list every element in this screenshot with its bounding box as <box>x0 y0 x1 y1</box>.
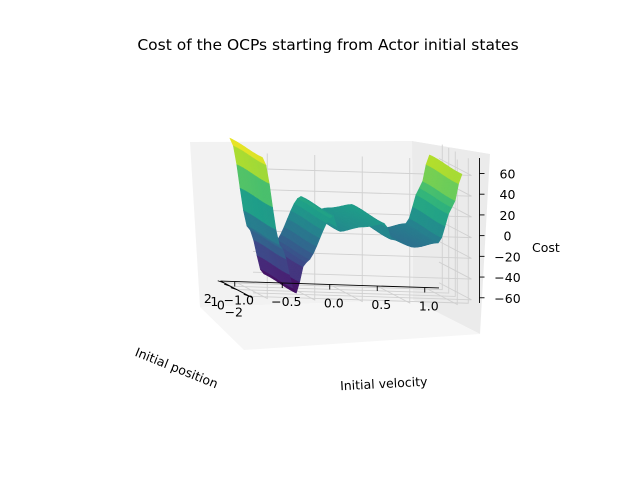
axis-lines <box>217 157 485 303</box>
x-axis-label: Initial position <box>133 344 220 391</box>
y-tick-label: 0.0 <box>324 296 344 311</box>
floor-pane <box>200 300 480 350</box>
grid-line <box>329 156 363 303</box>
x-tick-mark <box>230 287 237 290</box>
grid-line <box>424 159 458 306</box>
y-tick-label: 0.5 <box>371 297 391 312</box>
x-tick-mark <box>224 283 231 287</box>
grid-line <box>252 282 472 301</box>
chart-title: Cost of the OCPs starting from Actor ini… <box>137 36 518 54</box>
z-tick-label: 60 <box>500 167 516 182</box>
grid-line <box>252 158 472 176</box>
z-tick-label: −40 <box>494 270 520 285</box>
surface-facet <box>456 173 463 185</box>
x-tick-label: 0 <box>217 298 225 313</box>
x-tick-mark <box>243 293 250 297</box>
y-tick-label: −1.0 <box>224 293 254 308</box>
grid-line <box>377 158 411 304</box>
x-tick-label: −2 <box>225 304 243 319</box>
z-tick-label: 20 <box>500 208 516 223</box>
grid-line <box>252 220 472 239</box>
z-tick-label: −20 <box>494 249 520 264</box>
z-tick-label: 0 <box>504 229 512 244</box>
x-tick-label: 1 <box>210 294 218 309</box>
y-tick-label: −0.5 <box>271 294 301 309</box>
grid-line <box>252 240 472 259</box>
z-axis-label: Cost <box>532 240 560 255</box>
x-tick-mark <box>217 280 224 284</box>
y-tick-label: 1.0 <box>419 299 439 314</box>
z-tick-label: −60 <box>494 291 520 306</box>
x-tick-label: 2 <box>204 291 212 306</box>
surface-mesh <box>229 137 463 294</box>
grid-line <box>252 261 472 280</box>
z-tick-label: 40 <box>500 187 516 202</box>
y-axis-label: Initial velocity <box>340 374 429 394</box>
grid-line <box>249 158 469 304</box>
